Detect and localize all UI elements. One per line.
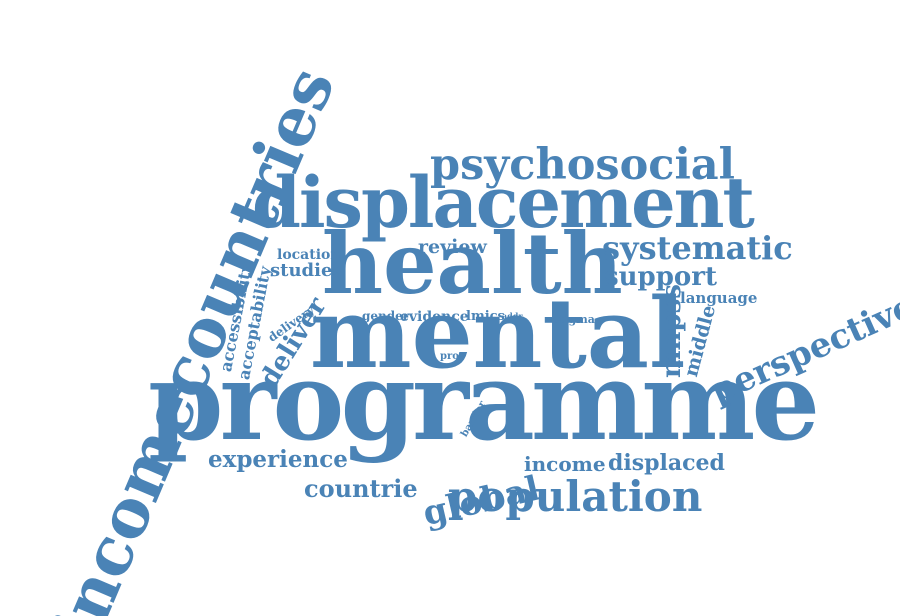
word-lmics: lmics: [466, 309, 505, 324]
word-displacement: displacement: [252, 161, 755, 244]
word-countrie: countrie: [304, 474, 418, 503]
word-experience: experience: [208, 446, 348, 473]
word-language: language: [680, 289, 758, 307]
word-review: review: [418, 236, 487, 258]
word-global: global: [419, 468, 544, 535]
word-location: location: [277, 247, 341, 263]
word-stigma: stigma: [553, 313, 595, 326]
word-mental: mental: [310, 277, 686, 390]
word-population: population: [448, 472, 703, 521]
word-income: income: [524, 452, 606, 476]
word-programme: programme: [148, 339, 820, 465]
word-addr: addr: [502, 311, 523, 321]
word-psychosocial: psychosocial: [430, 140, 735, 190]
word-proc: proc: [440, 351, 466, 362]
word-studies: studies: [270, 260, 343, 281]
word-systematic: systematic: [602, 229, 793, 267]
word-displaced: displaced: [608, 450, 725, 476]
word-support: support: [604, 262, 717, 292]
word-evidence: evidence: [400, 309, 469, 325]
word-health: health: [322, 214, 623, 313]
word-gender: gender: [362, 309, 410, 323]
